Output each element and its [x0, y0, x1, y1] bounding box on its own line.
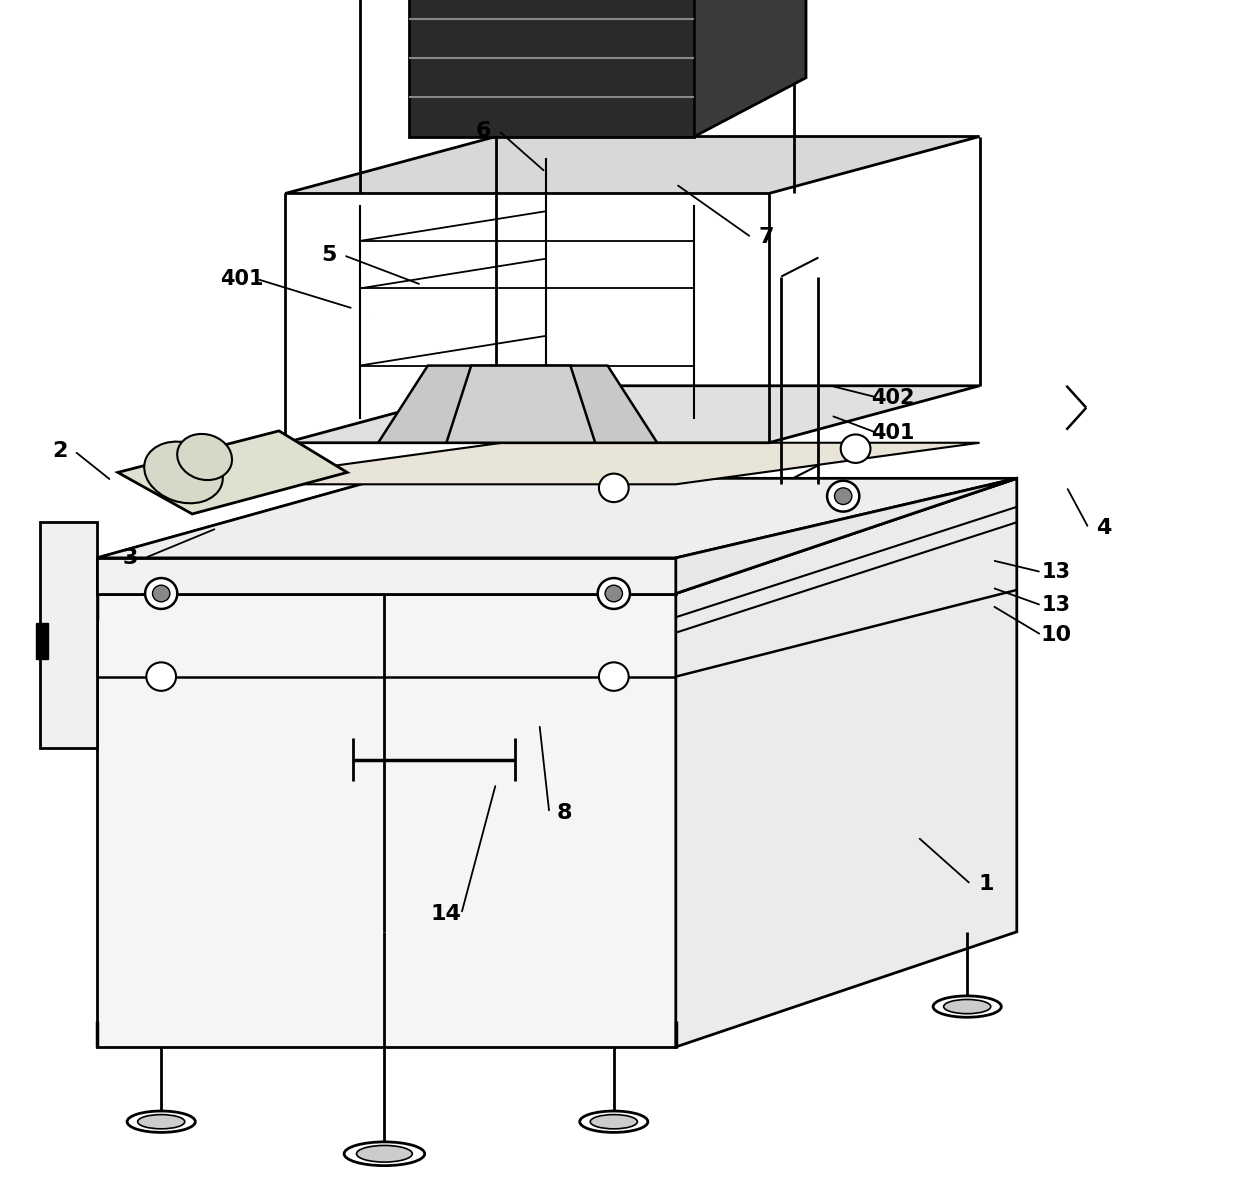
Text: 4: 4 — [1096, 519, 1111, 538]
Polygon shape — [676, 478, 1017, 1047]
Text: 8: 8 — [557, 804, 572, 823]
Ellipse shape — [138, 1115, 185, 1129]
Ellipse shape — [934, 996, 1002, 1017]
Circle shape — [605, 585, 622, 602]
Ellipse shape — [177, 434, 232, 480]
Ellipse shape — [357, 1145, 412, 1162]
Polygon shape — [285, 137, 980, 193]
Ellipse shape — [579, 1111, 649, 1132]
Polygon shape — [40, 522, 97, 748]
Text: 2: 2 — [52, 442, 67, 461]
Polygon shape — [446, 366, 595, 443]
Bar — [36, 623, 48, 659]
Polygon shape — [97, 558, 676, 594]
Polygon shape — [409, 0, 694, 137]
Circle shape — [599, 474, 629, 502]
Ellipse shape — [343, 1142, 424, 1166]
Text: 1: 1 — [978, 875, 993, 894]
Polygon shape — [198, 443, 980, 484]
Polygon shape — [694, 0, 806, 137]
Text: 401: 401 — [219, 269, 264, 288]
Text: 10: 10 — [1040, 626, 1073, 645]
Ellipse shape — [590, 1115, 637, 1129]
Circle shape — [841, 434, 870, 463]
Circle shape — [599, 662, 629, 691]
Ellipse shape — [944, 999, 991, 1014]
Circle shape — [835, 488, 852, 504]
Polygon shape — [97, 478, 1017, 594]
Circle shape — [145, 578, 177, 609]
Polygon shape — [118, 431, 347, 514]
Circle shape — [827, 481, 859, 512]
Polygon shape — [676, 478, 1017, 594]
Polygon shape — [378, 366, 657, 443]
Text: 3: 3 — [123, 548, 138, 567]
Ellipse shape — [144, 442, 223, 503]
Text: 7: 7 — [759, 228, 774, 247]
Polygon shape — [285, 386, 980, 443]
Text: 402: 402 — [870, 388, 915, 407]
Circle shape — [153, 585, 170, 602]
Text: 5: 5 — [321, 246, 336, 265]
Polygon shape — [97, 478, 1017, 558]
Circle shape — [598, 578, 630, 609]
Circle shape — [146, 662, 176, 691]
Text: 401: 401 — [870, 424, 915, 443]
Text: 13: 13 — [1042, 596, 1071, 615]
Text: 14: 14 — [432, 904, 461, 923]
Text: 6: 6 — [476, 121, 491, 140]
Polygon shape — [97, 594, 676, 1047]
Ellipse shape — [128, 1111, 196, 1132]
Text: 13: 13 — [1042, 563, 1071, 582]
